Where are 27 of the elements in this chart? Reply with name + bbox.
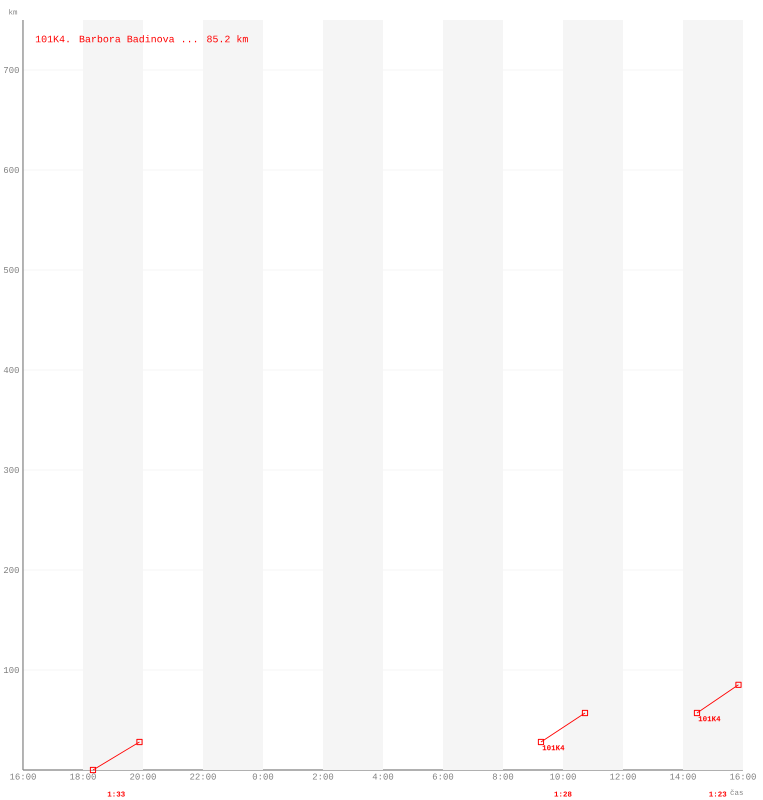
point	[538, 738, 544, 746]
point	[694, 710, 700, 716]
y-tick-label: 600	[4, 166, 19, 174]
y-tick-label: 700	[4, 66, 19, 74]
y-tick-label: 200	[4, 566, 19, 574]
x-tick-label: 0:00	[252, 774, 274, 780]
x-tick-label: 12:00	[610, 774, 636, 780]
x-tick-label: 6:00	[432, 774, 454, 780]
x-tick-label: 16:00	[730, 774, 756, 780]
y-tick-label: 300	[4, 466, 19, 474]
text: 101K4. Barbora Badinova ... 85.2 km	[36, 35, 248, 42]
y-tick-label: 500	[4, 266, 19, 274]
point	[582, 710, 588, 716]
y-tick-label: 400	[4, 366, 19, 374]
x-tick-label: 8:00	[492, 774, 514, 780]
y-tick-label: 100	[4, 666, 19, 674]
x-tick-label: 20:00	[130, 774, 156, 780]
point	[136, 738, 143, 746]
x-tick-label: 4:00	[372, 774, 394, 780]
x-tick-label: 16:00	[10, 774, 36, 780]
x-tick-label: 10:00	[550, 774, 576, 780]
x-tick-label: 14:00	[670, 774, 696, 780]
point	[735, 682, 742, 688]
x-tick-label: 22:00	[190, 774, 216, 780]
x-tick-label: 2:00	[312, 774, 334, 780]
x-tick-label: 18:00	[70, 774, 96, 780]
point	[90, 766, 96, 774]
